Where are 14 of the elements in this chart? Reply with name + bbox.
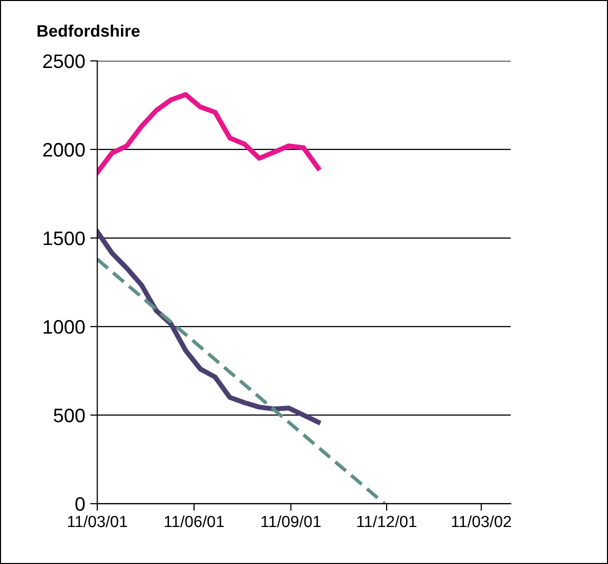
x-tick-label: 11/03/02 [452, 515, 511, 528]
y-tick-label: 0 [75, 497, 85, 511]
chart-title: Bedfordshire [38, 24, 140, 37]
y-tick-label: 2500 [43, 54, 85, 68]
y-tick-label: 1500 [44, 231, 85, 246]
line-series [97, 92, 321, 175]
x-tick-label: 11/03/01 [68, 515, 127, 528]
y-tick-label: 1000 [44, 320, 85, 334]
y-tick-label: 500 [54, 408, 85, 422]
x-tick-label: 11/12/01 [357, 515, 416, 528]
x-tick-label: 11/09/01 [262, 515, 321, 528]
x-tick-label: 11/06/01 [164, 515, 224, 528]
line-series [97, 229, 321, 425]
y-tick-label: 2000 [43, 142, 85, 157]
